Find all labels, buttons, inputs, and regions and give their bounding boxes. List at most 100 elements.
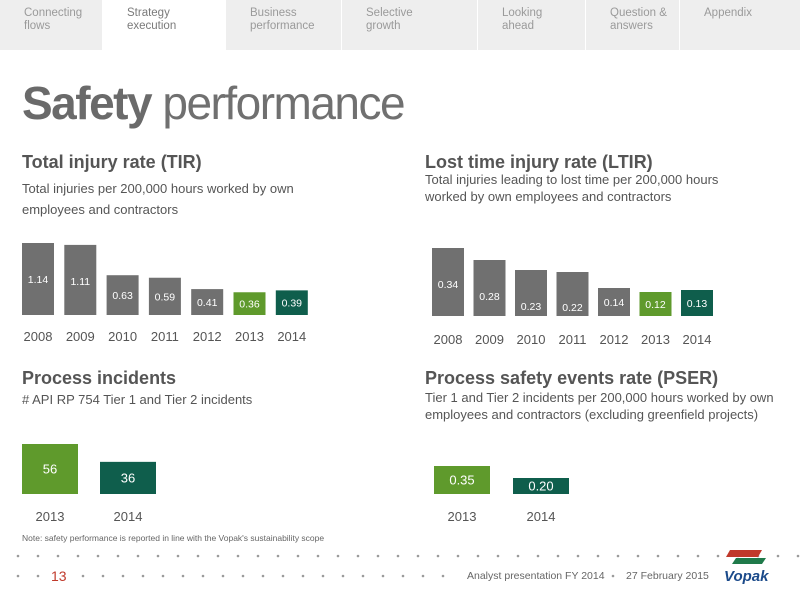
footer-dot	[611, 574, 615, 578]
footer-dot	[176, 554, 180, 558]
vopak-logo-icon: Vopak	[724, 550, 769, 584]
tab-question-answers[interactable]: Question & answers	[586, 0, 680, 50]
ltir-value-label-2009: 0.28	[479, 291, 500, 303]
tir-bar-2010	[106, 275, 139, 315]
tir-category-label-2013: 2013	[235, 329, 264, 344]
tir-bar-2014	[275, 290, 308, 315]
footer-dot	[161, 574, 165, 578]
page-title-bold: Safety	[22, 77, 153, 129]
footer-dot	[716, 554, 720, 558]
ltir-category-label-2014: 2014	[683, 332, 712, 347]
footer-dot	[636, 554, 640, 558]
presentation-name: Analyst presentation FY 2014	[467, 570, 605, 582]
tir-subtitle: Total injuries per 200,000 hours worked …	[22, 181, 294, 217]
tir-category-label-2009: 2009	[66, 329, 95, 344]
footer-dot	[356, 554, 360, 558]
footer-dot	[796, 554, 800, 558]
ltir-category-label-2010: 2010	[517, 332, 546, 347]
footer-dot	[16, 574, 20, 578]
footer-dot	[381, 574, 385, 578]
process-bar-2013	[22, 444, 78, 494]
footer-dotted-rule	[16, 554, 800, 558]
tir-value-label-2013: 0.36	[239, 299, 260, 311]
footer-dot	[656, 554, 660, 558]
footer-dot	[401, 574, 405, 578]
ltir-value-label-2014: 0.13	[687, 298, 708, 310]
footer-dot	[776, 554, 780, 558]
footer-dot	[441, 574, 445, 578]
ltir-category-label-2011: 2011	[559, 332, 587, 347]
footer-dot	[121, 574, 125, 578]
process-category-label-2014: 2014	[114, 509, 143, 524]
footer-dot	[496, 554, 500, 558]
tab-connecting-flows[interactable]: Connecting flows	[0, 0, 103, 50]
footer-dot	[596, 554, 600, 558]
ltir-title: Lost time injury rate (LTIR)	[425, 152, 653, 172]
pser-value-label-2014: 0.20	[528, 479, 553, 494]
tir-category-label-2014: 2014	[277, 329, 306, 344]
footer-dot	[101, 574, 105, 578]
footer-dot	[81, 574, 85, 578]
tir-value-label-2014: 0.39	[282, 298, 303, 310]
footer-dot	[241, 574, 245, 578]
footer-dotted-rule-lower	[16, 574, 615, 578]
tir-value-label-2010: 0.63	[112, 290, 133, 302]
pser-category-label-2013: 2013	[448, 509, 477, 524]
footer-dot	[341, 574, 345, 578]
tir-bar-2012	[191, 289, 224, 315]
pser-category-label-2014: 2014	[527, 509, 556, 524]
pser-bar-2013	[434, 466, 490, 494]
footer-dot	[316, 554, 320, 558]
ltir-bar-2012	[598, 288, 630, 316]
ltir-value-label-2011: 0.22	[562, 302, 583, 314]
footer-dot	[696, 554, 700, 558]
footer-dot	[96, 554, 100, 558]
tir-value-label-2011: 0.59	[155, 291, 176, 303]
footer-dot	[296, 554, 300, 558]
pser-value-label-2013: 0.35	[449, 473, 474, 488]
footer-dot	[576, 554, 580, 558]
tir-value-label-2009: 1.11	[70, 276, 90, 288]
tab-appendix[interactable]: Appendix	[704, 7, 752, 19]
pser-title: Process safety events rate (PSER)	[425, 368, 719, 388]
tab-business-performance[interactable]: Business performance	[226, 0, 342, 50]
tir-category-label-2010: 2010	[108, 329, 137, 344]
ltir-category-label-2013: 2013	[641, 332, 670, 347]
ltir-category-label-2009: 2009	[475, 332, 504, 347]
tir-bar-2011	[148, 277, 181, 315]
footer-dot	[336, 554, 340, 558]
tab-selective-growth[interactable]: Selective growth	[342, 0, 478, 50]
footer-dot	[556, 554, 560, 558]
footnote: Note: safety performance is reported in …	[22, 533, 325, 543]
footer-dot	[116, 554, 120, 558]
footer-dot	[36, 554, 40, 558]
ltir-value-label-2012: 0.14	[604, 297, 625, 309]
footer-dot	[396, 554, 400, 558]
tir-bar-2008	[22, 243, 54, 315]
tir-value-label-2008: 1.14	[28, 274, 49, 286]
ltir-value-label-2013: 0.12	[645, 299, 666, 311]
footer-dot	[321, 574, 325, 578]
ltir-bar-chart: 0.34 2008 0.28 2009 0.23 2010 0.22 2011 0.14 2012…	[432, 248, 713, 347]
tab-strategy-execution[interactable]: Strategy execution	[103, 0, 226, 50]
ltir-category-label-2012: 2012	[600, 332, 629, 347]
tir-category-label-2012: 2012	[193, 329, 222, 344]
tir-bar-2013	[233, 292, 266, 315]
footer-dot	[456, 554, 460, 558]
footer-dot	[676, 554, 680, 558]
process-value-label-2013: 56	[43, 462, 57, 477]
tab-looking-ahead[interactable]: Looking ahead	[478, 0, 586, 50]
footer-dot	[536, 554, 540, 558]
footer-dot	[76, 554, 80, 558]
footer-dot	[221, 574, 225, 578]
process-category-label-2013: 2013	[36, 509, 65, 524]
footer-dot	[56, 554, 60, 558]
top-navigation: Connecting flows Strategy execution Busi…	[0, 0, 800, 50]
footer-dot	[616, 554, 620, 558]
process-bar-2014	[100, 461, 156, 494]
presentation-date: 27 February 2015	[626, 570, 709, 582]
ltir-bar-2013	[639, 292, 672, 316]
footer-dot	[216, 554, 220, 558]
process-subtitle: # API RP 754 Tier 1 and Tier 2 incidents	[22, 392, 253, 407]
footer-dot	[181, 574, 185, 578]
